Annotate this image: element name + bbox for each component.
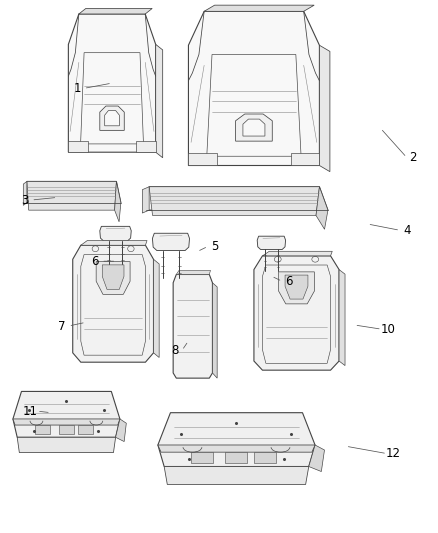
Polygon shape <box>81 240 147 245</box>
Polygon shape <box>257 236 286 249</box>
Polygon shape <box>79 9 152 14</box>
Polygon shape <box>100 227 131 241</box>
Polygon shape <box>102 265 124 289</box>
Polygon shape <box>262 251 332 256</box>
Polygon shape <box>158 413 315 466</box>
Polygon shape <box>339 270 345 366</box>
Polygon shape <box>146 187 328 210</box>
Polygon shape <box>309 445 325 472</box>
Polygon shape <box>13 391 120 437</box>
Polygon shape <box>68 141 88 152</box>
Polygon shape <box>191 452 213 463</box>
Polygon shape <box>279 272 314 304</box>
Polygon shape <box>142 187 149 213</box>
Polygon shape <box>149 187 319 215</box>
Polygon shape <box>236 114 272 141</box>
Polygon shape <box>212 283 217 378</box>
Text: 6: 6 <box>91 255 98 268</box>
Text: 5: 5 <box>211 240 218 253</box>
Polygon shape <box>243 119 265 136</box>
Text: 12: 12 <box>386 447 401 460</box>
Polygon shape <box>25 181 121 203</box>
Text: 3: 3 <box>21 193 28 207</box>
Polygon shape <box>73 245 153 362</box>
Polygon shape <box>153 259 159 358</box>
Text: 2: 2 <box>410 151 417 164</box>
Polygon shape <box>177 270 211 274</box>
Polygon shape <box>290 153 319 165</box>
Text: 11: 11 <box>23 405 38 417</box>
Polygon shape <box>316 187 328 229</box>
Polygon shape <box>173 274 212 378</box>
Text: 4: 4 <box>403 224 410 237</box>
Polygon shape <box>78 425 93 434</box>
Polygon shape <box>23 181 27 205</box>
Polygon shape <box>188 153 217 165</box>
Polygon shape <box>319 45 330 172</box>
Polygon shape <box>115 181 121 222</box>
Polygon shape <box>152 233 190 251</box>
Polygon shape <box>116 419 126 441</box>
Polygon shape <box>285 275 308 299</box>
Text: 8: 8 <box>172 344 179 357</box>
Polygon shape <box>204 5 314 11</box>
Text: 7: 7 <box>58 320 66 333</box>
Polygon shape <box>188 11 319 165</box>
Polygon shape <box>35 425 50 434</box>
Polygon shape <box>254 256 339 370</box>
Polygon shape <box>226 452 247 463</box>
Polygon shape <box>96 262 130 294</box>
Polygon shape <box>137 141 155 152</box>
Polygon shape <box>59 425 74 434</box>
Polygon shape <box>155 44 162 158</box>
Text: 6: 6 <box>285 275 293 288</box>
Polygon shape <box>105 111 120 126</box>
Polygon shape <box>27 181 117 210</box>
Text: 1: 1 <box>73 82 81 95</box>
Polygon shape <box>164 466 309 484</box>
Polygon shape <box>100 106 124 131</box>
Polygon shape <box>68 14 155 152</box>
Text: 10: 10 <box>381 322 396 336</box>
Polygon shape <box>254 452 276 463</box>
Polygon shape <box>17 437 116 453</box>
Polygon shape <box>13 419 120 425</box>
Polygon shape <box>158 445 315 452</box>
